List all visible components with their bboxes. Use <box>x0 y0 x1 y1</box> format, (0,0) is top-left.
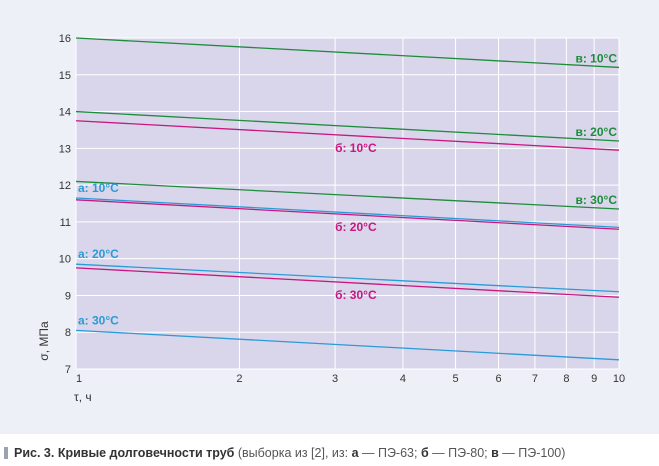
caption-text-v: — ПЭ-100) <box>498 446 566 460</box>
y-tick-label: 15 <box>59 70 71 82</box>
x-tick-label: 10 <box>613 373 625 385</box>
x-axis-title: τ, ч <box>74 390 92 404</box>
series-line-8 <box>75 329 620 361</box>
x-tick-label: 3 <box>332 373 338 385</box>
series-label-5: б: 30°C <box>335 288 377 302</box>
series-labels: в: 10°C в: 20°C в: 30°C б: 10°C б: 20°C б: 30… <box>78 51 617 327</box>
y-tick-label: 14 <box>59 107 71 119</box>
y-tick-label: 16 <box>59 33 71 45</box>
grid <box>75 37 620 370</box>
x-tick-label: 8 <box>563 373 569 385</box>
series-label-0: в: 10°C <box>575 51 617 65</box>
caption-key-b: б <box>420 446 429 460</box>
series-label-4: б: 20°C <box>335 220 377 234</box>
y-tick-label: 7 <box>65 364 71 376</box>
x-tick-label: 2 <box>236 373 242 385</box>
series-line-3 <box>75 120 620 151</box>
caption-figure-label: Рис. 3. Кривые долговечности труб <box>14 446 235 460</box>
x-tick-label: 6 <box>495 373 501 385</box>
series-label-8: а: 30°C <box>78 313 119 327</box>
series-label-6: а: 10°C <box>78 181 119 195</box>
x-tick-label: 5 <box>452 373 458 385</box>
series-line-4 <box>75 199 620 230</box>
y-tick-label: 13 <box>59 143 71 155</box>
series-label-1: в: 20°C <box>575 125 617 139</box>
y-tick-label: 11 <box>60 217 71 229</box>
caption-source: (выборка из [2], из: <box>234 446 352 460</box>
series-line-1 <box>75 110 620 142</box>
caption-key-a: а <box>351 446 359 460</box>
y-tick-label: 8 <box>65 327 71 339</box>
x-tick-label: 9 <box>591 373 597 385</box>
series-line-7 <box>75 263 620 293</box>
caption-text-a: — ПЭ-63; <box>358 446 421 460</box>
y-tick-label: 12 <box>59 180 71 192</box>
x-tick-label: 4 <box>400 373 406 385</box>
y-tick-label: 9 <box>65 290 71 302</box>
series-line-2 <box>75 180 620 210</box>
series-line-5 <box>75 267 620 298</box>
series-label-7: а: 20°C <box>78 247 119 261</box>
x-tick-label: 1 <box>76 373 82 385</box>
figure-caption: Рис. 3. Кривые долговечности труб (выбор… <box>4 444 654 462</box>
plot-area <box>76 38 619 369</box>
y-axis-title: σ, МПа <box>37 321 51 361</box>
chart-panel: в: 10°C в: 20°C в: 30°C б: 10°C б: 20°C б: 30… <box>0 0 659 434</box>
series-label-2: в: 30°C <box>575 193 617 207</box>
y-tick-label: 10 <box>59 254 71 266</box>
series-line-0 <box>75 37 620 69</box>
caption-marker <box>4 447 8 459</box>
durability-chart: в: 10°C в: 20°C в: 30°C б: 10°C б: 20°C б: 30… <box>37 33 625 404</box>
x-tick-label: 7 <box>532 373 538 385</box>
series-line-6 <box>75 197 620 229</box>
series-label-3: б: 10°C <box>335 141 377 155</box>
caption-key-v: в <box>491 446 499 460</box>
series-lines <box>75 37 620 361</box>
caption-text-b: — ПЭ-80; <box>428 446 492 460</box>
